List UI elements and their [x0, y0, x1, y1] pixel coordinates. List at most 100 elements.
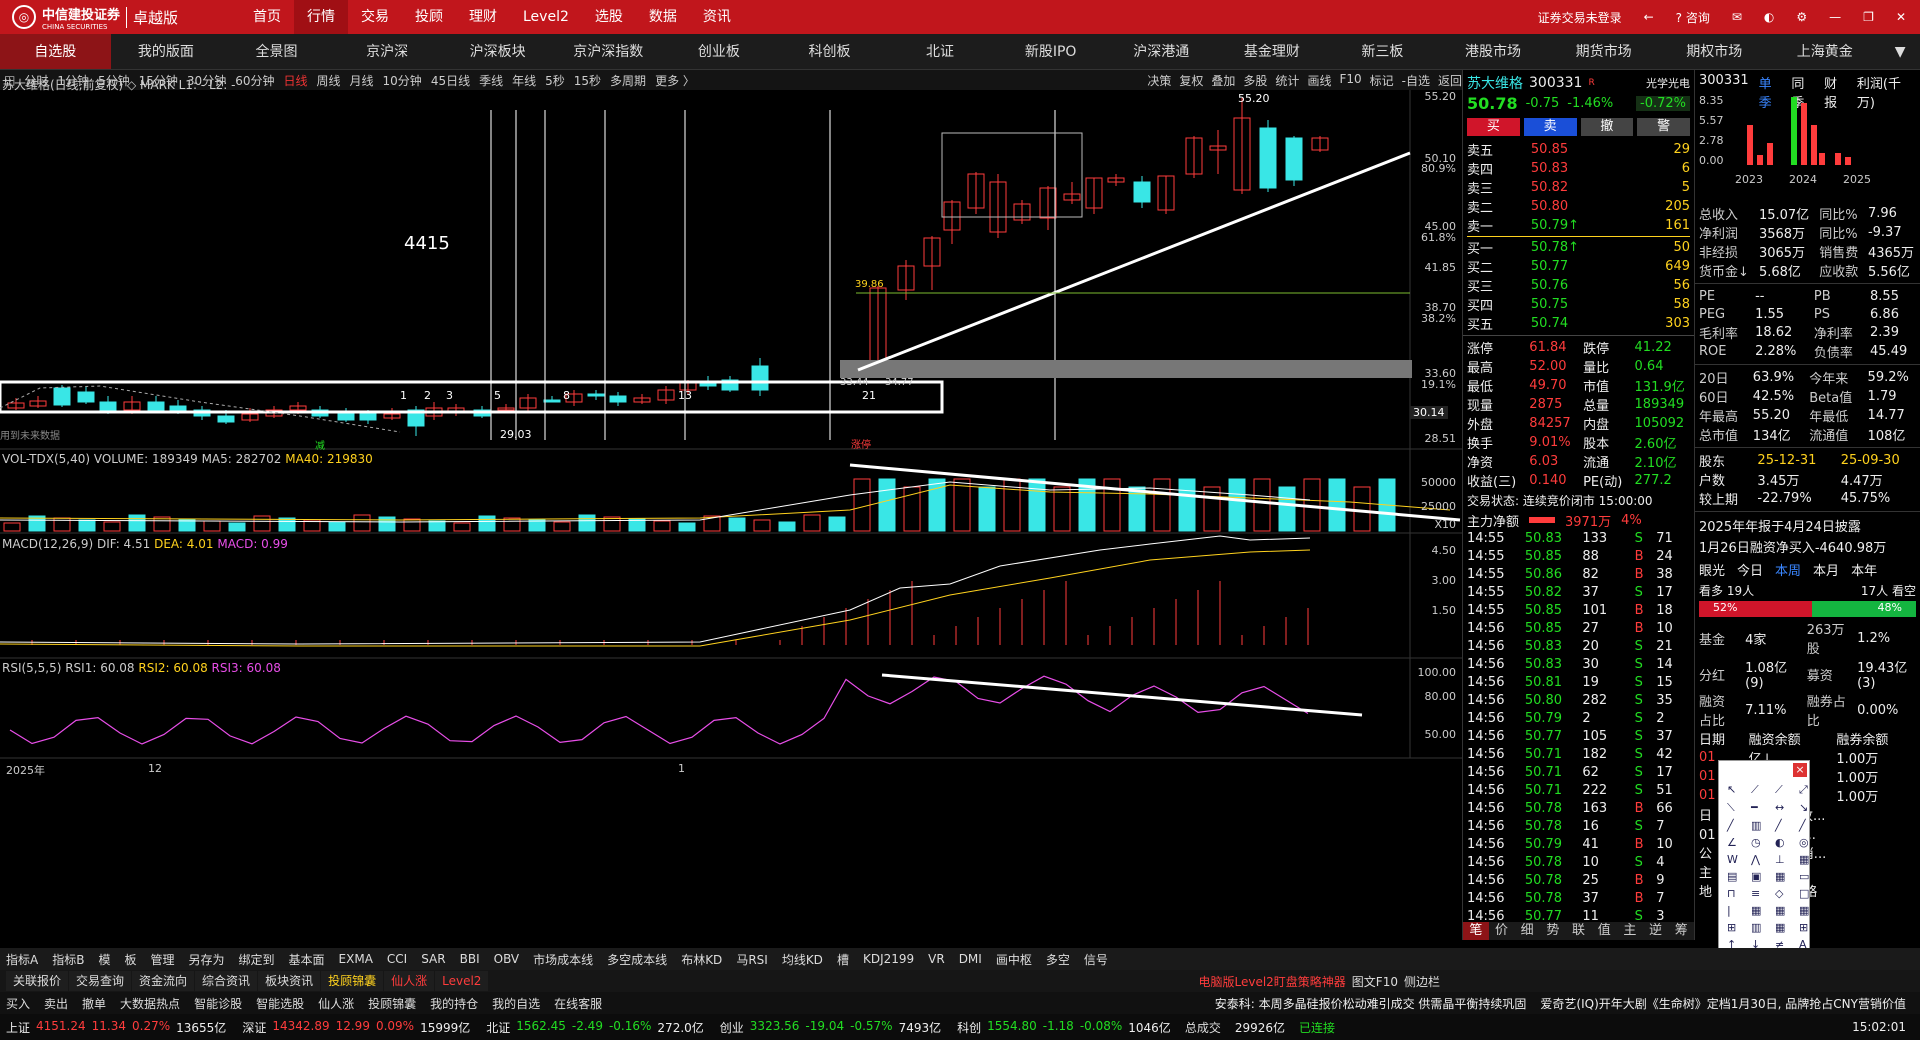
drawing-tool-icon[interactable]: ╱ — [1799, 819, 1806, 832]
subnav-tab[interactable]: 新股IPO — [1024, 44, 1077, 60]
detail-tab[interactable]: 值 — [1597, 923, 1611, 938]
drawing-tool-icon[interactable]: ━ — [1751, 801, 1758, 814]
drawing-tool-icon[interactable]: ▤ — [1727, 870, 1738, 883]
subnav-more-icon[interactable]: ▼ — [1894, 44, 1906, 60]
drawing-tool-icon[interactable]: ▦ — [1775, 921, 1786, 934]
mail-icon[interactable]: ✉ — [1731, 10, 1742, 24]
subnav-tab[interactable]: 新三板 — [1361, 44, 1404, 60]
subnav-tab[interactable]: 自选股 — [0, 34, 111, 69]
action-button[interactable]: 我的自选 — [492, 996, 541, 1011]
subnav-tab[interactable]: 创业板 — [697, 44, 740, 60]
tick-list[interactable]: 14:55 50.83 133 S 71 14:55 50.85 88 B 24 14:55 50.8… — [1463, 529, 1694, 943]
drawing-tool-icon[interactable]: ◷ — [1751, 836, 1761, 849]
period-button[interactable]: 日线 — [283, 73, 308, 88]
nav-item[interactable]: 资讯 — [702, 9, 731, 25]
detail-tab[interactable]: 细 — [1520, 923, 1534, 938]
drawing-tool-icon[interactable]: A — [1799, 938, 1807, 951]
drawing-tool-icon[interactable]: ⟍ — [1727, 801, 1735, 814]
drawing-tool-icon[interactable]: ▣ — [1751, 870, 1762, 883]
back-icon[interactable]: ← — [1643, 10, 1654, 24]
detail-tab[interactable]: 势 — [1546, 923, 1560, 938]
book-row[interactable]: 卖五 50.85 29 — [1463, 140, 1694, 159]
drawing-tool-icon[interactable]: ⊓ — [1727, 887, 1736, 900]
subnav-tab[interactable]: 京沪深 — [366, 44, 409, 60]
period-button[interactable]: 60分钟 — [235, 73, 275, 88]
bottom-right-tab[interactable]: 图文F10 — [1351, 974, 1398, 989]
period-button[interactable]: 周线 — [316, 73, 341, 88]
bottom-right-tab[interactable]: 侧边栏 — [1403, 974, 1440, 989]
book-row[interactable]: 卖一 50.79↑ 161 — [1463, 216, 1694, 235]
drawing-tool-icon[interactable]: ⊞ — [1727, 921, 1737, 934]
index-quote[interactable]: 科创 1554.80 -1.18 -0.08% 1046亿 — [957, 1019, 1171, 1036]
trade-button[interactable]: 警 — [1637, 118, 1690, 136]
help-button[interactable]: ? 咨询 — [1675, 10, 1710, 25]
indicator-tab[interactable]: 均线KD — [781, 952, 823, 967]
action-button[interactable]: 我的持仓 — [430, 996, 479, 1011]
drawing-tool-icon[interactable]: ◇ — [1775, 887, 1784, 900]
book-row[interactable]: 卖四 50.83 6 — [1463, 159, 1694, 178]
indicator-tab[interactable]: 基本面 — [288, 952, 325, 967]
drawing-tool-icon[interactable]: ⋀ — [1751, 853, 1761, 866]
indicator-tab[interactable]: 画中枢 — [995, 952, 1032, 967]
subnav-tab[interactable]: 沪深港通 — [1133, 44, 1190, 60]
indicator-tab[interactable]: 信号 — [1083, 952, 1108, 967]
indicator-tab[interactable]: 多空成本线 — [607, 952, 668, 967]
indicator-tab[interactable]: 布林KD — [681, 952, 723, 967]
detail-tab[interactable]: 价 — [1495, 923, 1509, 938]
subnav-tab[interactable]: 北证 — [926, 44, 955, 60]
period-button[interactable]: 多周期 — [610, 73, 647, 88]
indicator-tab[interactable]: 多空 — [1045, 952, 1070, 967]
chart-tool-button[interactable]: -自选 — [1401, 73, 1430, 88]
book-row[interactable]: 买二 50.77 649 — [1463, 257, 1694, 276]
chart-tool-button[interactable]: 标记 — [1369, 73, 1394, 88]
book-row[interactable]: 买五 50.74 303 — [1463, 314, 1694, 333]
indicator-tab[interactable]: OBV — [493, 952, 520, 966]
nav-item[interactable]: 投顾 — [415, 9, 443, 25]
indicator-tab[interactable]: 板 — [124, 952, 137, 967]
subnav-tab[interactable]: 港股市场 — [1465, 44, 1522, 60]
chart-tool-button[interactable]: 返回 — [1437, 73, 1462, 88]
indicator-tab[interactable]: 槽 — [836, 952, 849, 967]
detail-tab[interactable]: 筹 — [1674, 923, 1688, 938]
period-button[interactable]: 15分钟 — [138, 73, 178, 88]
drawing-tool-icon[interactable]: ↖ — [1727, 783, 1737, 796]
drawing-tool-icon[interactable]: ▦ — [1751, 904, 1762, 917]
drawing-tool-icon[interactable]: ▥ — [1751, 921, 1762, 934]
drawing-tool-icon[interactable]: ◐ — [1775, 836, 1785, 849]
drawing-tool-icon[interactable]: ↔ — [1775, 801, 1785, 814]
chart-tool-button[interactable]: 画线 — [1307, 73, 1332, 88]
drawing-tool-icon[interactable]: | — [1727, 904, 1731, 917]
nav-item[interactable]: 选股 — [594, 9, 623, 25]
indicator-tab[interactable]: 另存为 — [188, 952, 225, 967]
period-button[interactable]: 45日线 — [430, 73, 471, 88]
bottom-tab[interactable]: 交易查询 — [69, 971, 132, 991]
period-icon[interactable]: ◫ — [4, 73, 16, 87]
close-icon[interactable]: × — [1793, 763, 1807, 777]
chart-tool-button[interactable]: 多股 — [1243, 73, 1268, 88]
subnav-tab[interactable]: 上海黄金 — [1796, 44, 1853, 60]
nav-item[interactable]: Level2 — [523, 9, 569, 25]
eye-tab[interactable]: 本周 — [1775, 564, 1802, 579]
close-icon[interactable]: ✕ — [1895, 10, 1906, 24]
period-button[interactable]: 5分钟 — [98, 73, 130, 88]
subnav-tab[interactable]: 期货市场 — [1575, 44, 1632, 60]
detail-tab[interactable]: 主 — [1623, 923, 1637, 938]
drawing-tool-icon[interactable]: ▦ — [1775, 870, 1786, 883]
period-button[interactable]: 更多 〉 — [655, 73, 695, 88]
nav-item[interactable]: 首页 — [253, 9, 281, 25]
minimize-icon[interactable]: — — [1829, 10, 1842, 24]
settings-icon[interactable]: ⚙ — [1796, 10, 1808, 24]
action-button[interactable]: 智能诊股 — [194, 996, 243, 1011]
drawing-tool-icon[interactable]: W — [1727, 853, 1738, 866]
nav-item[interactable]: 理财 — [469, 9, 497, 25]
book-row[interactable]: 卖二 50.80 205 — [1463, 197, 1694, 216]
subnav-tab[interactable]: 科创板 — [808, 44, 851, 60]
drawing-tool-icon[interactable]: ≡ — [1751, 887, 1761, 900]
chart-tool-button[interactable]: 叠加 — [1211, 73, 1236, 88]
bottom-tab[interactable]: 综合资讯 — [195, 971, 258, 991]
nav-item[interactable]: 交易 — [361, 9, 389, 25]
chart-tool-button[interactable]: F10 — [1339, 71, 1362, 86]
indicator-tab[interactable]: EXMA — [338, 952, 373, 966]
period-button[interactable]: 年线 — [512, 73, 537, 88]
eye-tab[interactable]: 本月 — [1813, 564, 1840, 579]
